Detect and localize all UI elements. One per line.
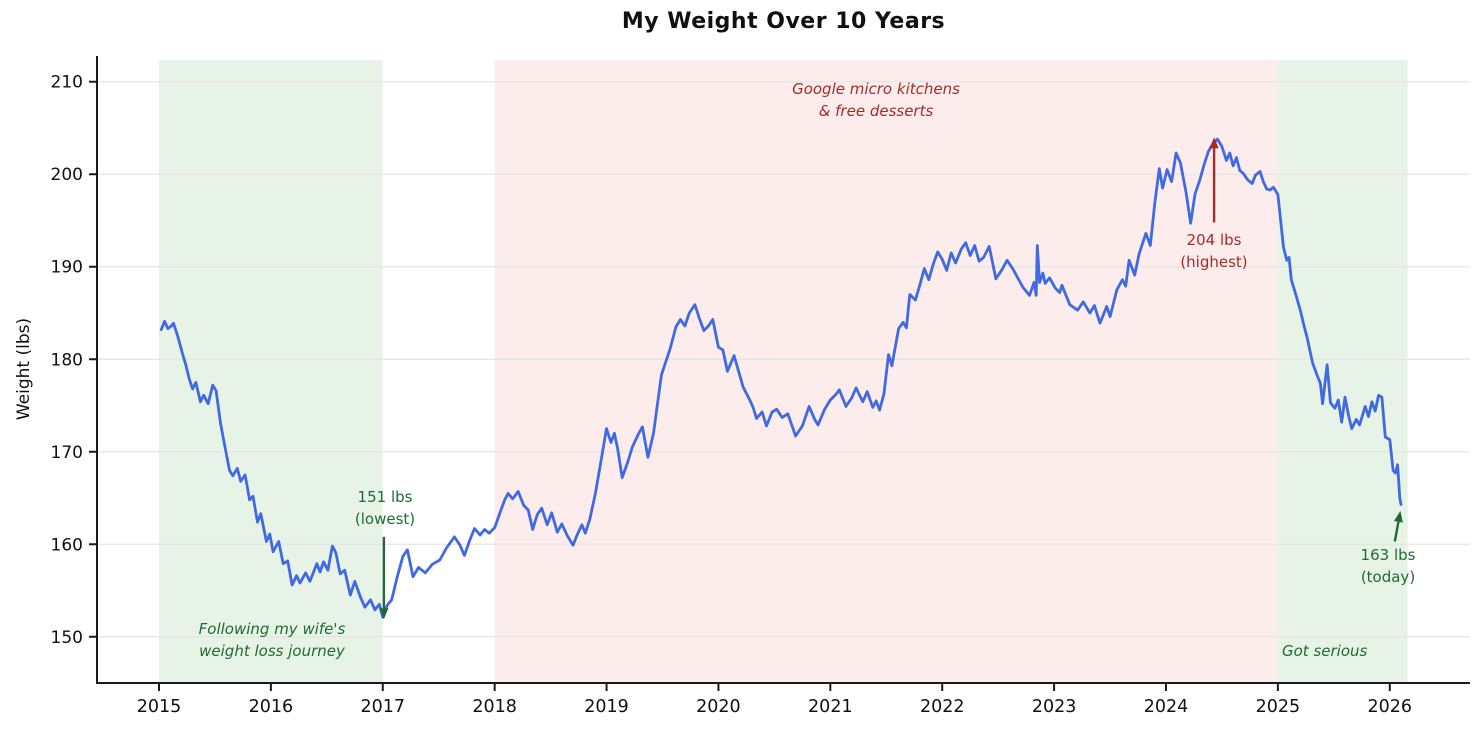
annotation-highest-line1: 204 lbs bbox=[1186, 231, 1242, 249]
annotation-arrowhead bbox=[379, 608, 389, 620]
annotation-arrowhead bbox=[1393, 510, 1403, 523]
x-tick-label: 2024 bbox=[1144, 697, 1189, 717]
shaded-band bbox=[1277, 60, 1408, 682]
y-tick-label: 180 bbox=[51, 350, 83, 370]
weight-line bbox=[159, 137, 1403, 619]
annotation-lowest-line1: 151 lbs bbox=[357, 488, 413, 506]
annotation-wife-journey: Following my wife's weight loss journey bbox=[152, 618, 392, 662]
x-tick-label: 2025 bbox=[1256, 697, 1301, 717]
annotation-today-line2: (today) bbox=[1360, 568, 1416, 586]
annotation-highest: 204 lbs (highest) bbox=[1129, 229, 1299, 273]
x-tick-label: 2016 bbox=[249, 697, 294, 717]
annotation-lowest-line2: (lowest) bbox=[354, 510, 416, 528]
y-tick-label: 150 bbox=[51, 628, 83, 648]
x-tick-label: 2020 bbox=[696, 697, 741, 717]
annotation-wife-line2: weight loss journey bbox=[199, 642, 345, 660]
annotation-kitchens-line1: Google micro kitchens bbox=[792, 80, 960, 98]
y-tick-label: 160 bbox=[51, 535, 83, 555]
annotation-wife-line1: Following my wife's bbox=[198, 620, 346, 638]
x-tick-label: 2018 bbox=[472, 697, 517, 717]
y-axis-label: Weight (lbs) bbox=[14, 317, 34, 421]
x-tick-label: 2023 bbox=[1032, 697, 1077, 717]
annotation-arrow bbox=[1393, 518, 1401, 542]
y-tick-label: 210 bbox=[51, 73, 83, 93]
annotation-arrowhead bbox=[1209, 137, 1219, 149]
x-tick-label: 2017 bbox=[360, 697, 405, 717]
annotation-got-serious: Got serious bbox=[1282, 640, 1367, 662]
annotation-micro-kitchens: Google micro kitchens & free desserts bbox=[746, 78, 1006, 122]
x-tick-label: 2015 bbox=[137, 697, 182, 717]
annotation-lowest: 151 lbs (lowest) bbox=[300, 486, 470, 530]
y-tick-label: 170 bbox=[51, 443, 83, 463]
annotation-highest-line2: (highest) bbox=[1180, 253, 1248, 271]
y-tick-label: 200 bbox=[51, 165, 83, 185]
x-tick-label: 2019 bbox=[584, 697, 629, 717]
annotation-got-serious-line1: Got serious bbox=[1282, 642, 1368, 660]
annotation-today: 163 lbs (today) bbox=[1303, 544, 1473, 588]
x-tick-label: 2022 bbox=[920, 697, 965, 717]
x-tick-label: 2021 bbox=[808, 697, 853, 717]
y-tick-label: 190 bbox=[51, 258, 83, 278]
chart-title: My Weight Over 10 Years bbox=[621, 9, 946, 34]
annotation-today-line1: 163 lbs bbox=[1360, 546, 1416, 564]
x-tick-label: 2026 bbox=[1368, 697, 1413, 717]
annotation-kitchens-line2: & free desserts bbox=[818, 102, 934, 120]
